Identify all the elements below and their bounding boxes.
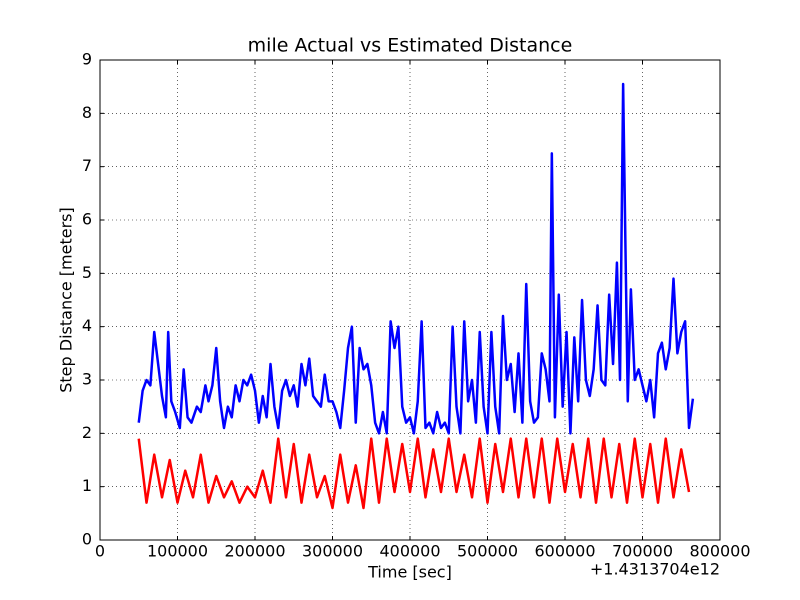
y-tick-label: 0 — [82, 530, 92, 549]
y-tick-label: 4 — [82, 316, 92, 335]
x-tick-label: 300000 — [302, 542, 363, 561]
x-tick-label: 700000 — [612, 542, 673, 561]
x-tick-label: 0 — [95, 542, 105, 561]
y-tick-label: 7 — [82, 156, 92, 175]
x-tick-label: 500000 — [457, 542, 518, 561]
chart-title: mile Actual vs Estimated Distance — [248, 35, 573, 57]
y-axis-label: Step Distance [meters] — [57, 207, 76, 393]
y-tick-label: 8 — [82, 103, 92, 122]
y-tick-label: 1 — [82, 476, 92, 495]
y-tick-label: 3 — [82, 370, 92, 389]
data-line — [137, 437, 691, 510]
y-tick-label: 9 — [82, 50, 92, 69]
plot-frame — [99, 59, 721, 541]
x-tick-label: 600000 — [534, 542, 595, 561]
y-tick-label: 2 — [82, 423, 92, 442]
y-tick-label: 6 — [82, 210, 92, 229]
x-offset-label: +1.4313704e12 — [590, 560, 720, 579]
y-tick-label: 5 — [82, 263, 92, 282]
x-tick-label: 400000 — [379, 542, 440, 561]
data-line — [137, 82, 695, 435]
x-tick-label: 800000 — [689, 542, 750, 561]
x-tick-label: 200000 — [224, 542, 285, 561]
x-axis-label: Time [sec] — [367, 563, 452, 582]
x-tick-label: 100000 — [147, 542, 208, 561]
